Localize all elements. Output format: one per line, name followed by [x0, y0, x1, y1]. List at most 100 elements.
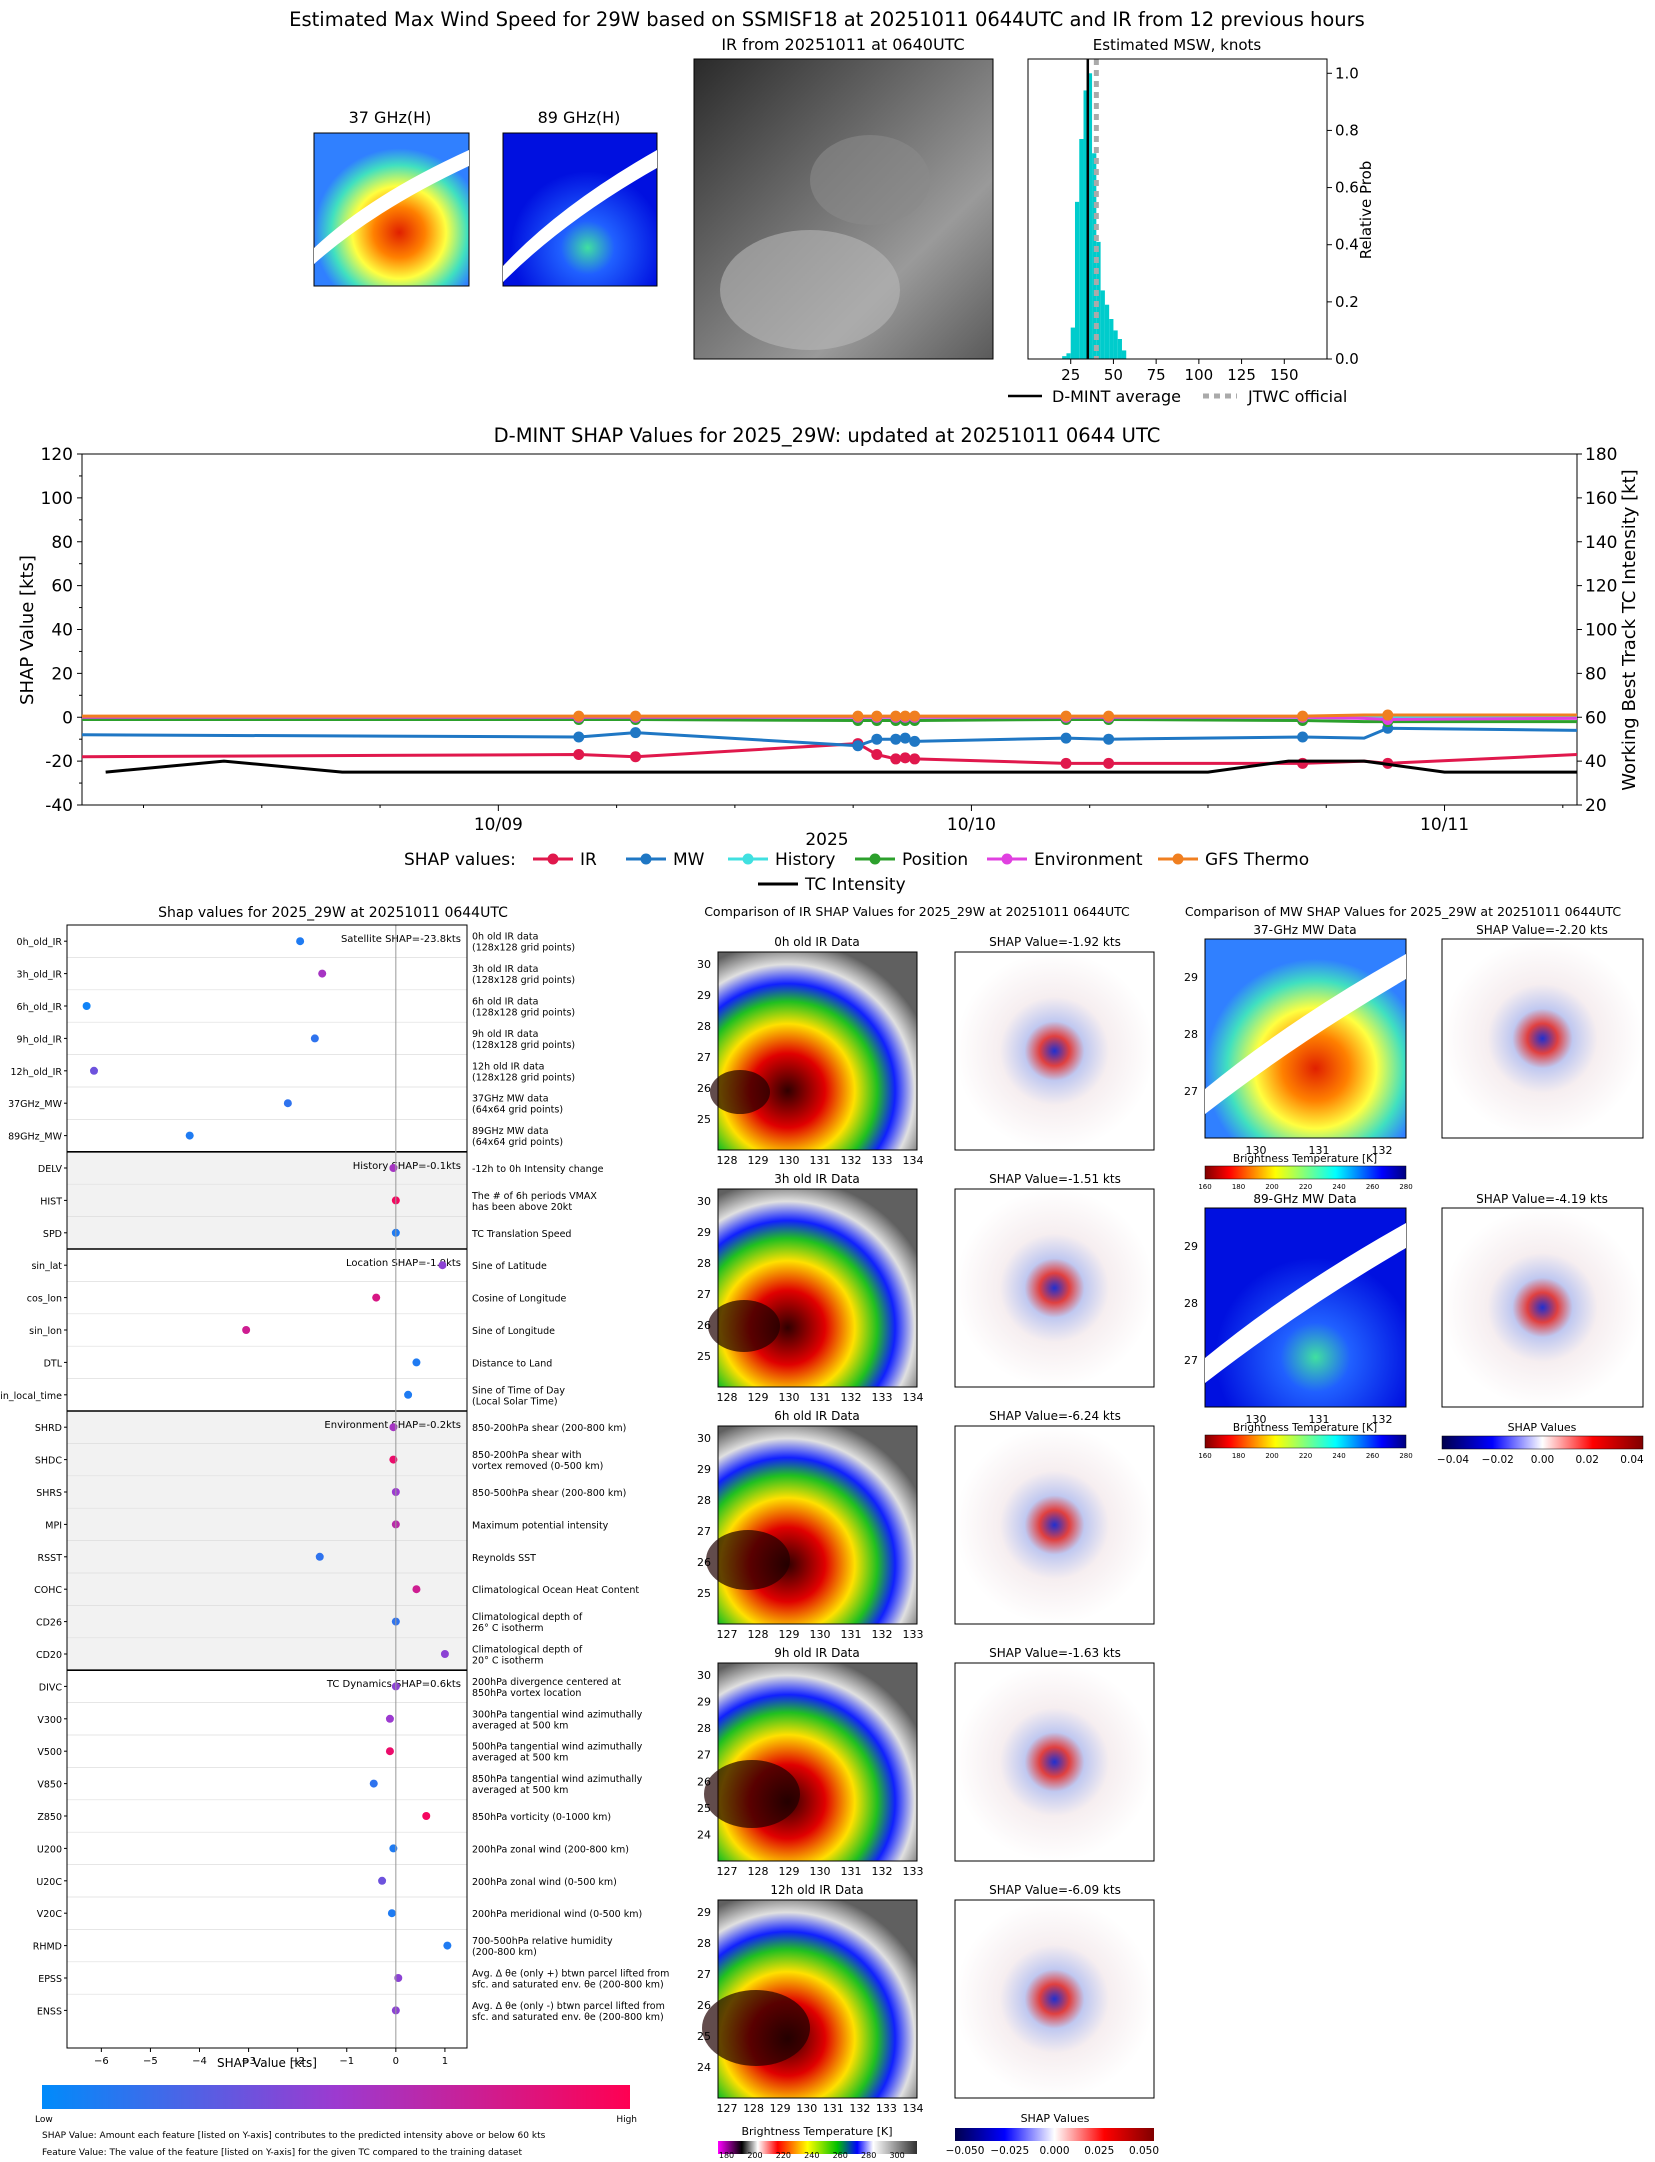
shap-feature-desc: Maximum potential intensity [472, 1520, 609, 1531]
shap-feature-name: 0h_old_IR [17, 937, 63, 948]
shap-point [185, 1131, 194, 1140]
shap-feature-desc: has been above 20kt [472, 1202, 572, 1213]
shap-feature-name: SHDC [35, 1456, 62, 1467]
series-point [630, 751, 642, 763]
ir-ytick-label: 28 [697, 1257, 711, 1270]
series-point [1297, 731, 1309, 743]
shap-feature-desc: 20° C isotherm [472, 1656, 544, 1667]
series-point [1060, 732, 1072, 744]
shap-feature-desc: Reynolds SST [472, 1553, 536, 1564]
ir-ytick-label: 27 [697, 1288, 711, 1301]
ir-xtick-label: 129 [748, 1154, 769, 1167]
shap-feature-desc: 500hPa tangential wind azimuthally [472, 1742, 643, 1753]
mw-colorbar-tick: 220 [1299, 1452, 1312, 1460]
shap-feature-desc: averaged at 500 km [472, 1785, 568, 1796]
mw-compare-title: Comparison of MW SHAP Values for 2025_29… [1185, 904, 1622, 919]
ir-ytick-label: 28 [697, 1020, 711, 1033]
line-ytick-label: -20 [45, 752, 73, 772]
shap-feature-desc: 300hPa tangential wind azimuthally [472, 1709, 643, 1720]
ir-xtick-label: 129 [748, 1391, 769, 1404]
ir-ytick-label: 26 [697, 1999, 711, 2012]
shap-feature-desc: (Local Solar Time) [472, 1396, 558, 1407]
hist-bar [1104, 304, 1110, 359]
ir-compare-title: Comparison of IR SHAP Values for 2025_29… [704, 904, 1130, 919]
shap-colorbar [42, 2085, 630, 2109]
panel-ir [693, 58, 994, 360]
shap-point [443, 1941, 452, 1950]
ir-shap-colorbar [955, 2128, 1154, 2141]
mw-shap-colorbar-tick: −0.04 [1437, 1454, 1469, 1466]
shap-feature-desc: 37GHz MW data [472, 1094, 549, 1105]
ir-ytick-label: 26 [697, 1082, 711, 1095]
ir-ytick-label: 27 [697, 1051, 711, 1064]
mw-colorbar-tick: 280 [1399, 1183, 1412, 1191]
ir-xtick-label: 131 [810, 1391, 831, 1404]
ir-shap-title: SHAP Value=-6.09 kts [989, 1883, 1121, 1897]
ir-shap-title: SHAP Value=-1.51 kts [989, 1172, 1121, 1186]
shap-feature-desc: 26° C isotherm [472, 1623, 544, 1634]
shap-feature-name: DIVC [39, 1682, 63, 1693]
series-point [1103, 733, 1115, 745]
mw-ytick-label: 29 [1184, 971, 1198, 984]
shap-feature-desc: Climatological depth of [472, 1645, 583, 1656]
mw-ytick-label: 29 [1184, 1240, 1198, 1253]
series-point [1060, 757, 1072, 769]
shap-group-label: Satellite SHAP=-23.8kts [341, 934, 461, 945]
shap-feature-name: sin_lat [31, 1261, 62, 1272]
series-point [1382, 709, 1394, 721]
ir-data-core [710, 1070, 770, 1114]
ir-xtick-label: 128 [748, 1628, 769, 1641]
legend-label: Position [902, 850, 968, 870]
shap-feature-desc: (128x128 grid points) [472, 1008, 575, 1019]
shap-point [378, 1876, 387, 1885]
shap-feature-name: SHRS [36, 1488, 62, 1499]
shap-feature-name: CD20 [36, 1650, 62, 1661]
series-line-gfs-thermo [82, 713, 1577, 718]
mw89-swath-gap [503, 150, 657, 282]
shap-feature-desc: Climatological depth of [472, 1612, 583, 1623]
mw-colorbar-tick: 260 [1366, 1183, 1379, 1191]
shap-footnote-2: Feature Value: The value of the feature … [42, 2148, 522, 2158]
ir-data-title: 12h old IR Data [770, 1883, 863, 1897]
mw-ytick-label: 27 [1184, 1085, 1198, 1098]
shap-feature-desc: sfc. and saturated env. θe (200-800 km) [472, 2012, 664, 2023]
hist-ytick-label: 0.4 [1335, 236, 1359, 254]
ir-xtick-label: 130 [779, 1154, 800, 1167]
shap-xtick-label: −6 [94, 2056, 109, 2067]
ir-ytick-label: 25 [697, 1113, 711, 1126]
ir-data-image [717, 951, 918, 1151]
ir-xtick-label: 133 [903, 1865, 924, 1878]
shap-feature-name: RHMD [33, 1942, 62, 1953]
line-ytick-label: 60 [51, 577, 73, 597]
hist-bar [1062, 356, 1067, 359]
ir-xtick-label: 133 [872, 1154, 893, 1167]
ir-shap-image [954, 1662, 1155, 1862]
line-ytick-right-label: 140 [1585, 533, 1617, 553]
hist-ytick-label: 0.0 [1335, 350, 1359, 368]
shap-feature-desc: (64x64 grid points) [472, 1105, 563, 1116]
mw-colorbar [1204, 1165, 1407, 1180]
shap-point [438, 1261, 447, 1270]
mw-colorbar [1204, 1434, 1407, 1449]
ir-xtick-label: 132 [872, 1865, 893, 1878]
shap-feature-name: 3h_old_IR [17, 970, 63, 981]
ir-ytick-label: 26 [697, 1775, 711, 1788]
mw-shap-colorbar [1441, 1435, 1644, 1450]
ir-data-core [702, 1990, 810, 2066]
shap-feature-desc: Sine of Longitude [472, 1326, 555, 1337]
mw-xtick-label: 130 [1246, 1144, 1267, 1157]
ir-shap-colorbar-tick: −0.025 [990, 2145, 1029, 2157]
shap-feature-desc: sfc. and saturated env. θe (200-800 km) [472, 1980, 664, 1991]
ir-shap-title: SHAP Value=-1.63 kts [989, 1646, 1121, 1660]
mw-shap-colorbar-tick: 0.02 [1576, 1454, 1599, 1466]
shap-point [412, 1585, 421, 1594]
hist-frame [1027, 58, 1328, 360]
shap-feature-name: DTL [44, 1358, 63, 1369]
panel-ir-title: IR from 20251011 at 0640UTC [721, 35, 964, 54]
line-title: D-MINT SHAP Values for 2025_29W: updated… [494, 424, 1161, 447]
hist-bar [1113, 330, 1118, 359]
shap-feature-desc: 200hPa meridional wind (0-500 km) [472, 1909, 642, 1920]
line-ytick-label: -40 [45, 796, 73, 816]
hist-xtick-label: 75 [1147, 366, 1166, 384]
ir-data-title: 0h old IR Data [774, 935, 860, 949]
